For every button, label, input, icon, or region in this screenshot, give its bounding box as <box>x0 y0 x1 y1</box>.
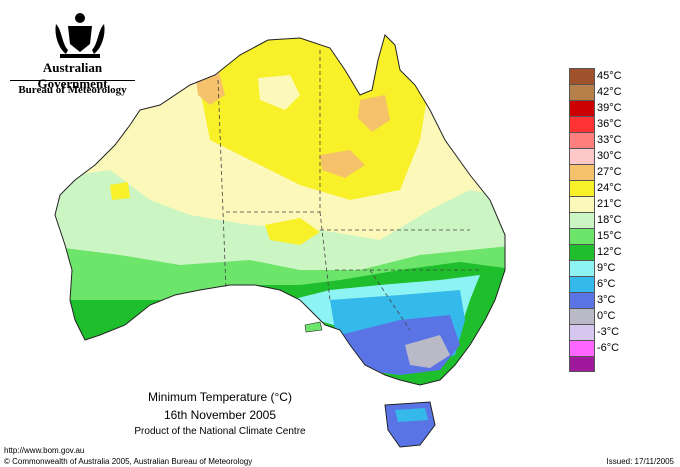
legend-item: 24°C <box>569 180 639 196</box>
legend-swatch <box>569 164 595 180</box>
legend-label: 30°C <box>597 150 622 162</box>
legend-item: -6°C <box>569 340 639 356</box>
legend-swatch <box>569 100 595 116</box>
coat-of-arms-icon <box>55 13 105 58</box>
legend-item: 6°C <box>569 276 639 292</box>
legend-swatch <box>569 196 595 212</box>
legend-swatch <box>569 244 595 260</box>
legend-label: 45°C <box>597 70 622 82</box>
legend-label: 3°C <box>597 294 616 306</box>
legend-swatch <box>569 84 595 100</box>
map-title: Minimum Temperature (°C) 16th November 2… <box>120 390 320 437</box>
legend-item: -3°C <box>569 324 639 340</box>
government-logo: Australian Government Bureau of Meteorol… <box>10 10 135 100</box>
legend-label: 39°C <box>597 102 622 114</box>
legend-swatch <box>569 212 595 228</box>
legend-item: 36°C <box>569 116 639 132</box>
legend-swatch <box>569 116 595 132</box>
map-title-line1: Minimum Temperature (°C) <box>148 390 292 404</box>
map-title-product: Product of the National Climate Centre <box>134 426 306 437</box>
legend-item: 39°C <box>569 100 639 116</box>
footer-issued: Issued: 17/11/2005 <box>606 457 674 466</box>
legend-swatch <box>569 356 595 372</box>
legend-label: 0°C <box>597 310 616 322</box>
legend-label: 18°C <box>597 214 622 226</box>
legend-item <box>569 356 639 372</box>
legend-label: -3°C <box>597 326 620 338</box>
government-name: Australian Government <box>37 60 108 91</box>
legend-label: 12°C <box>597 246 622 258</box>
legend-item: 45°C <box>569 68 639 84</box>
legend-item: 15°C <box>569 228 639 244</box>
legend-swatch <box>569 260 595 276</box>
legend-item: 33°C <box>569 132 639 148</box>
legend-item: 0°C <box>569 308 639 324</box>
legend-swatch <box>569 276 595 292</box>
legend-label: 6°C <box>597 278 616 290</box>
legend-label: 21°C <box>597 198 622 210</box>
map-title-date: 16th November 2005 <box>163 408 277 422</box>
temperature-legend: 45°C 42°C 39°C 36°C 33°C 30°C 27°C 24°C 21°C 18°C… <box>569 68 639 372</box>
legend-item: 42°C <box>569 84 639 100</box>
legend-label: 36°C <box>597 118 622 130</box>
legend-swatch <box>569 132 595 148</box>
legend-item: 27°C <box>569 164 639 180</box>
legend-item: 9°C <box>569 260 639 276</box>
legend-item: 30°C <box>569 148 639 164</box>
bureau-name: Bureau of Meteorology <box>10 80 135 96</box>
legend-label: 15°C <box>597 230 622 242</box>
footer-copyright: © Commonwealth of Australia 2005, Austra… <box>4 457 253 466</box>
legend-label: 27°C <box>597 166 622 178</box>
footer-url[interactable]: http://www.bom.gov.au <box>4 446 85 455</box>
legend-swatch <box>569 340 595 356</box>
legend-item: 12°C <box>569 244 639 260</box>
legend-label: 42°C <box>597 86 622 98</box>
legend-item: 3°C <box>569 292 639 308</box>
legend-label: 9°C <box>597 262 616 274</box>
legend-item: 21°C <box>569 196 639 212</box>
legend-swatch <box>569 308 595 324</box>
legend-label: 24°C <box>597 182 622 194</box>
legend-swatch <box>569 228 595 244</box>
legend-swatch <box>569 292 595 308</box>
legend-swatch <box>569 68 595 84</box>
legend-label: 33°C <box>597 134 622 146</box>
legend-swatch <box>569 324 595 340</box>
legend-label: -6°C <box>597 342 620 354</box>
legend-swatch <box>569 148 595 164</box>
legend-item: 18°C <box>569 212 639 228</box>
legend-swatch <box>569 180 595 196</box>
